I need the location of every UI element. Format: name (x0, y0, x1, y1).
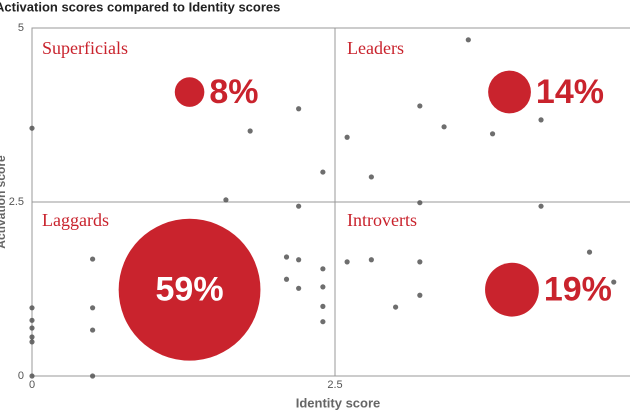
data-point (368, 257, 374, 263)
data-point (611, 279, 617, 285)
y-tick-label: 2.5 (9, 196, 24, 208)
y-axis-label: Activation score (0, 155, 8, 249)
bubble-label: 19% (544, 271, 612, 309)
bubble-label: 8% (209, 73, 258, 111)
data-point (320, 319, 326, 325)
data-point (90, 327, 96, 333)
x-axis-label: Identity score (296, 395, 381, 410)
y-tick-label: 5 (18, 22, 24, 34)
data-point (296, 203, 302, 209)
data-point (344, 259, 350, 265)
quadrant-label: Laggards (42, 210, 109, 230)
data-point (417, 200, 423, 206)
data-point (29, 339, 35, 345)
data-point (320, 303, 326, 309)
data-point (223, 197, 229, 203)
data-point (90, 256, 96, 262)
data-point (283, 254, 290, 260)
data-point (441, 124, 447, 130)
data-point (29, 325, 35, 331)
data-point (538, 203, 544, 209)
x-tick-label: 2.5 (327, 379, 342, 391)
data-point (344, 134, 350, 140)
data-point (29, 317, 35, 323)
x-tick-label: 0 (29, 379, 35, 391)
data-point (247, 128, 253, 134)
chart-title: Activation scores compared to Identity s… (0, 0, 280, 14)
data-point (417, 292, 423, 298)
data-point (29, 305, 35, 311)
data-point (368, 174, 374, 180)
data-point (320, 284, 326, 290)
quadrant-label: Superficials (42, 38, 128, 58)
bubble (118, 218, 261, 361)
data-point (417, 103, 423, 109)
bubble-label: 59% (156, 271, 224, 309)
y-tick-label: 0 (18, 370, 24, 382)
data-point (296, 257, 302, 263)
data-point (29, 125, 35, 131)
bubble (174, 77, 205, 107)
quadrant-label: Leaders (347, 38, 404, 58)
data-point (296, 106, 302, 112)
data-point (465, 37, 471, 43)
data-point (90, 373, 96, 379)
data-point (29, 334, 35, 340)
bubble-label: 14% (536, 73, 604, 111)
data-point (586, 249, 593, 255)
data-point (296, 285, 302, 291)
data-point (417, 259, 423, 265)
data-point (90, 305, 96, 311)
data-point (283, 276, 290, 282)
data-point (393, 304, 399, 310)
data-point (489, 131, 496, 137)
bubble (488, 70, 531, 114)
quadrant-label: Introverts (347, 210, 417, 230)
data-point (29, 373, 35, 379)
bubble (485, 262, 539, 317)
data-point (538, 117, 544, 123)
data-point (320, 266, 326, 272)
data-point (320, 169, 326, 175)
